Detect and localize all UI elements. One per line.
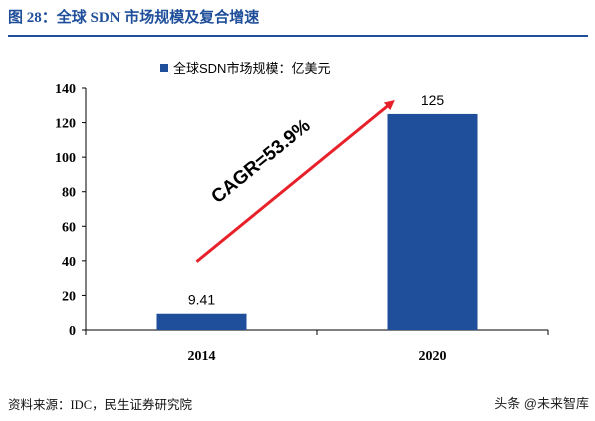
data-label: 125: [421, 92, 445, 108]
y-tick-label: 40: [62, 255, 76, 270]
y-tick-label: 80: [62, 186, 76, 201]
legend: 全球SDN市场规模：亿美元: [160, 61, 330, 76]
cagr-annotation: CAGR=53.9%: [195, 100, 395, 263]
y-tick-label: 0: [69, 324, 76, 339]
data-label: 9.41: [188, 292, 215, 308]
x-tick-label: 2014: [188, 349, 216, 364]
y-tick-label: 20: [62, 289, 76, 304]
x-tick-label: 2020: [419, 349, 447, 364]
title-divider: [8, 35, 588, 37]
y-tick-label: 60: [62, 220, 76, 235]
bar: [387, 113, 478, 330]
y-tick-label: 140: [55, 82, 76, 97]
bar: [156, 313, 247, 330]
figure-title: 图 28：全球 SDN 市场规模及复合增速: [8, 10, 260, 26]
legend-label: 全球SDN市场规模：亿美元: [173, 61, 330, 76]
cagr-arrow: [195, 100, 395, 263]
legend-swatch: [160, 64, 168, 72]
bars: 9.41 125: [156, 92, 478, 330]
watermark: 头条 @未来智库: [494, 396, 589, 411]
y-tick-label: 120: [55, 117, 76, 132]
source-note: 资料来源：IDC，民生证券研究院: [8, 398, 193, 412]
cagr-label: CAGR=53.9%: [208, 115, 315, 208]
y-tick-label: 100: [55, 151, 76, 166]
